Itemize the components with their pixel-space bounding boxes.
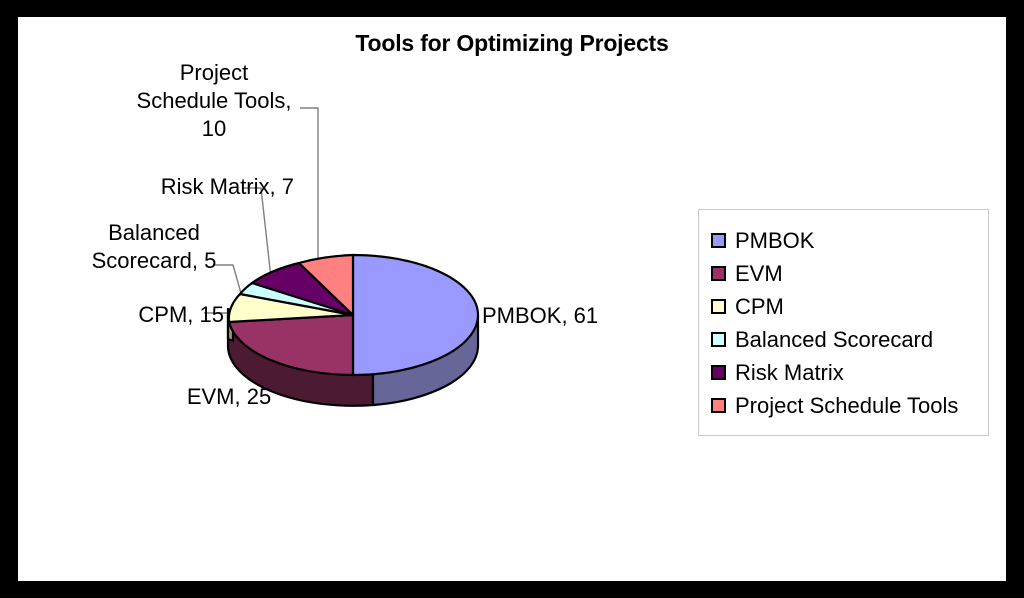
data-label-balanced-scorecard: Balanced Scorecard, 5 [91, 220, 217, 273]
legend-label: EVM [735, 260, 783, 286]
legend-item-cpm[interactable]: CPM [711, 290, 978, 323]
pie-slice-project-schedule-tools [297, 253, 355, 317]
leader-line-project-schedule-tools [300, 107, 319, 286]
legend-label: Risk Matrix [735, 359, 844, 385]
data-label-pmbok: PMBOK, 61 [482, 303, 599, 328]
data-label-cpm: CPM, 15 [138, 302, 224, 327]
chart-plot-area: Tools for Optimizing Projects [18, 17, 1006, 581]
pie-top-face [227, 253, 480, 377]
leader-lines [204, 107, 319, 314]
data-label-evm: EVM, 25 [186, 384, 272, 409]
legend-item-project-schedule-tools[interactable]: Project Schedule Tools [711, 389, 978, 422]
legend-label: CPM [735, 293, 784, 319]
data-label-risk-matrix: Risk Matrix, 7 [160, 174, 294, 199]
legend-item-balanced-scorecard[interactable]: Balanced Scorecard [711, 323, 978, 356]
legend-swatch-icon [711, 233, 726, 248]
pie-chart-graphic [204, 107, 480, 407]
legend-item-pmbok[interactable]: PMBOK [711, 224, 978, 257]
legend-label: Balanced Scorecard [735, 326, 934, 352]
legend-swatch-icon [711, 398, 726, 413]
legend-swatch-icon [711, 332, 726, 347]
legend-item-evm[interactable]: EVM [711, 257, 978, 290]
legend-label: PMBOK [735, 227, 815, 253]
chart-title: Tools for Optimizing Projects [355, 30, 669, 56]
pie-slice-evm [227, 313, 355, 377]
legend-swatch-icon [711, 299, 726, 314]
chart-legend: PMBOK EVM CPM Balanced Scorecard Risk Ma… [698, 209, 989, 436]
legend-swatch-icon [711, 365, 726, 380]
leader-line-risk-matrix [242, 187, 273, 288]
pie-slice-pmbok [351, 253, 480, 377]
data-label-project-schedule-tools: Project Schedule Tools, 10 [136, 60, 292, 141]
legend-swatch-icon [711, 266, 726, 281]
legend-label: Project Schedule Tools [735, 392, 959, 418]
legend-item-risk-matrix[interactable]: Risk Matrix [711, 356, 978, 389]
